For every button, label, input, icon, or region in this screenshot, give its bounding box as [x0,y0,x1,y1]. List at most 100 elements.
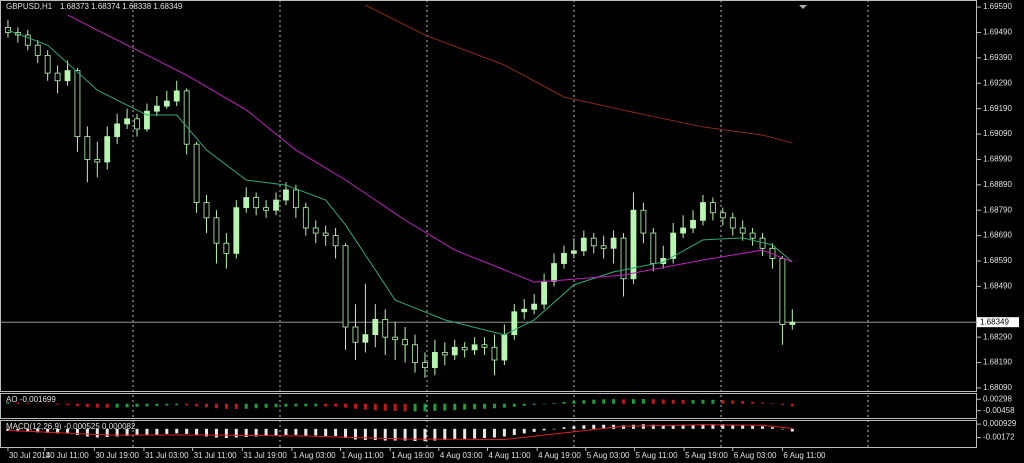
macd-bar [631,424,635,429]
ao-bar [433,403,437,411]
macd-bar [363,428,367,441]
macd-bar [125,428,129,436]
ao-bar [324,403,328,407]
macd-bar [522,428,526,434]
macd-bar [483,428,487,439]
y-tick-label: 1.69290 [983,78,1012,87]
ao-bar [532,403,536,405]
macd-bar [334,428,338,436]
x-tick-label: 30 Jul 19:00 [95,451,139,460]
y-tick-label: 1.68690 [983,231,1012,240]
ao-bar [56,403,60,405]
ao-bar [721,399,725,404]
ao-bar [413,403,417,412]
x-tick-label: 30 Jul 2014 [9,451,51,460]
candle-body [283,189,289,201]
y-tick-label: 1.69090 [983,129,1012,138]
candle-body [273,199,279,211]
macd-bar [314,428,318,436]
candle-body [263,207,269,211]
macd-bar [324,428,328,436]
candle-body [451,346,458,356]
ao-bar [105,403,109,408]
candle-body [372,318,379,336]
ao-bar [214,403,218,409]
macd-bar [403,428,407,441]
ao-bar [344,403,348,408]
candle-body [561,252,567,264]
candle-body [5,27,11,33]
ao-bar [244,403,248,409]
macd-bar [661,425,665,429]
macd-bar [731,424,735,429]
macd-bar [512,428,516,435]
ao-bar [661,399,665,404]
macd-frame [0,420,977,448]
macd-bar [46,428,50,433]
ao-bar [66,403,70,406]
ao-bar [473,403,477,410]
macd-bar [373,428,377,441]
candle-body [114,123,121,137]
candle-body [312,227,319,234]
moving-average [67,14,793,283]
ao-bar [125,403,129,408]
macd-bar [165,428,169,434]
ao-bar [383,403,387,411]
candle-body [64,70,71,82]
candle-body [84,136,91,160]
macd-bar [244,428,248,437]
ao-bar [562,401,566,404]
candle-body [292,189,299,209]
ao-bar [552,402,556,404]
macd-bar [691,424,695,429]
macd-bar [105,428,109,437]
x-tick-label: 31 Jul 11:00 [194,451,238,460]
x-tick-label: 31 Jul 19:00 [243,451,287,460]
macd-bar [155,428,159,435]
ao-bar [353,403,357,409]
candle-body [144,110,150,130]
x-tick-label: 30 Jul 11:00 [46,451,90,460]
ao-bar [770,403,774,404]
candle-body [352,326,359,343]
macd-bar [234,428,238,438]
macd-bar [582,425,586,429]
macd-bar [741,425,745,429]
x-tick-label: 5 Aug 19:00 [685,451,728,460]
candle-body [124,118,130,125]
last-price-label: 1.68349 [980,317,1009,326]
macd-bar [790,428,794,432]
ao-bar [651,399,655,404]
candle-body [44,54,51,74]
candle-body [74,70,81,137]
ao-bar [751,401,755,404]
ao-bar [314,403,318,407]
candle-body [620,237,627,280]
macd-bar [6,428,10,431]
y-tick-label: 1.69190 [983,104,1012,113]
x-tick-label: 5 Aug 11:00 [635,451,678,460]
macd-bar [66,428,70,434]
ao-bar [582,400,586,404]
macd-bar [721,424,725,429]
candle-body [580,237,587,252]
macd-bar [463,428,467,440]
macd-bar [95,428,99,438]
ao-bar [671,399,675,404]
candle-body [412,344,418,363]
y-tick-label: 1.68990 [983,155,1012,164]
ao-bar [761,402,765,404]
ao-bar [224,403,228,409]
candle-body [431,351,438,369]
macd-bar [761,426,765,429]
candle-body [700,202,706,221]
ao-bar [165,403,169,406]
macd-bar [205,428,209,437]
ao-title: AO -0.001699 [6,395,56,404]
macd-bar [115,428,119,437]
x-tick-label: 5 Aug 03:00 [587,451,630,460]
ao-bar [234,403,238,410]
ao-bar [592,399,596,404]
ao-tick-label: -0.00458 [983,406,1015,415]
